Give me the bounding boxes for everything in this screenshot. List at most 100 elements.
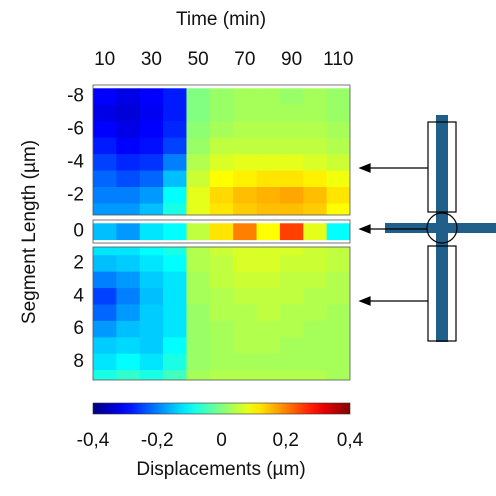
heatmap-cell <box>209 337 234 355</box>
heatmap-cell <box>209 104 234 122</box>
heatmap-cell <box>303 337 328 355</box>
heatmap-cell <box>116 121 141 139</box>
x-tick-label: 110 <box>323 49 353 70</box>
heatmap-cell <box>163 137 187 155</box>
heatmap-cell <box>303 137 328 155</box>
heatmap-cell <box>163 170 187 188</box>
colorbar-tick-label: 0,4 <box>337 430 364 451</box>
panel-frame <box>92 219 351 244</box>
heatmap-cell <box>139 203 164 215</box>
y-tick-label: 0 <box>73 221 84 242</box>
heatmap-cell <box>163 288 187 305</box>
heatmap-cell <box>303 121 328 139</box>
heatmap-cell <box>233 121 257 139</box>
heatmap-cell <box>139 187 164 204</box>
heatmap-cell <box>279 104 304 122</box>
heatmap-cell <box>163 104 187 122</box>
heatmap-cell <box>233 88 257 106</box>
heatmap-cell <box>303 353 328 371</box>
heatmap-cell <box>303 203 328 215</box>
heatmap-cell <box>256 271 281 289</box>
heatmap-cell <box>93 121 117 139</box>
heatmap-cell <box>326 223 350 241</box>
heatmap-cell <box>209 170 234 188</box>
heatmap-cell <box>256 255 281 273</box>
heatmap-cell <box>186 88 211 106</box>
heatmap-cell <box>303 88 328 106</box>
heatmap-cell <box>186 370 211 380</box>
heatmap-cell <box>163 88 187 106</box>
heatmap-cell <box>116 304 141 322</box>
heatmap-cell <box>139 370 164 380</box>
heatmap-cell <box>303 255 328 273</box>
heatmap-cell <box>279 121 304 139</box>
heatmap-cell <box>303 271 328 289</box>
heatmap-cell <box>279 304 304 322</box>
heatmap-cell <box>279 247 304 256</box>
heatmap-cell <box>326 337 350 355</box>
heatmap-cell <box>186 337 211 355</box>
heatmap-cell <box>163 121 187 139</box>
y-tick-label: 4 <box>73 285 84 306</box>
heatmap-cell <box>256 223 281 241</box>
heatmap-cell <box>93 337 117 355</box>
heatmap-cell <box>256 121 281 139</box>
heatmap-cell <box>326 353 350 371</box>
heatmap-cell <box>93 223 117 241</box>
heatmap-cell <box>303 104 328 122</box>
colorbar-tick-label: 0 <box>216 430 227 451</box>
heatmap-cell <box>279 137 304 155</box>
heatmap-cell <box>303 154 328 171</box>
heatmap-cell <box>326 288 350 305</box>
arrow-head <box>358 163 371 173</box>
heatmap-cell <box>326 88 350 106</box>
heatmap-panel <box>93 88 350 215</box>
heatmap-cell <box>326 247 350 256</box>
heatmap-cell <box>209 353 234 371</box>
neuron-diagram <box>358 115 496 342</box>
heatmap-cell <box>186 288 211 305</box>
heatmap-cell <box>139 271 164 289</box>
heatmap-cell <box>209 203 234 215</box>
heatmap-cell <box>256 203 281 215</box>
heatmap-cell <box>209 187 234 204</box>
heatmap-cell <box>209 88 234 106</box>
heatmap-cell <box>256 88 281 106</box>
heatmap-cell <box>303 320 328 338</box>
colorbar-label: Displacements (µm) <box>136 459 305 480</box>
heatmap-cell <box>279 337 304 355</box>
heatmap-cell <box>279 255 304 273</box>
y-tick-label: -4 <box>67 151 84 172</box>
heatmap-cell <box>326 104 350 122</box>
heatmap-cell <box>233 104 257 122</box>
colorbar-tick-label: -0,4 <box>77 430 110 451</box>
x-tick-label: 50 <box>188 49 209 70</box>
heatmap-panel <box>93 247 350 380</box>
heatmap-cell <box>233 255 257 273</box>
chart-title: Time (min) <box>176 9 266 30</box>
heatmap-cell <box>256 154 281 171</box>
colorbar <box>92 402 351 415</box>
heatmap-cell <box>326 137 350 155</box>
x-tick-label: 30 <box>141 49 162 70</box>
heatmap-cell <box>209 288 234 305</box>
heatmap-cell <box>209 137 234 155</box>
heatmap-cell <box>139 255 164 273</box>
y-tick-label: 8 <box>73 351 84 372</box>
heatmap-cell <box>326 170 350 188</box>
heatmap-cell <box>233 154 257 171</box>
heatmap-cell <box>256 187 281 204</box>
heatmap-cell <box>139 353 164 371</box>
heatmap-cell <box>93 154 117 171</box>
heatmap-cell <box>139 154 164 171</box>
heatmap-cell <box>139 320 164 338</box>
heatmap-cell <box>186 320 211 338</box>
heatmap-cell <box>116 247 141 256</box>
heatmap-cell <box>93 353 117 371</box>
x-tick-label: 10 <box>94 49 115 70</box>
panel-frame <box>92 246 351 381</box>
heatmap-cell <box>186 170 211 188</box>
heatmap-cell <box>163 247 187 256</box>
heatmap-cell <box>163 304 187 322</box>
x-tick-label: 90 <box>281 49 302 70</box>
